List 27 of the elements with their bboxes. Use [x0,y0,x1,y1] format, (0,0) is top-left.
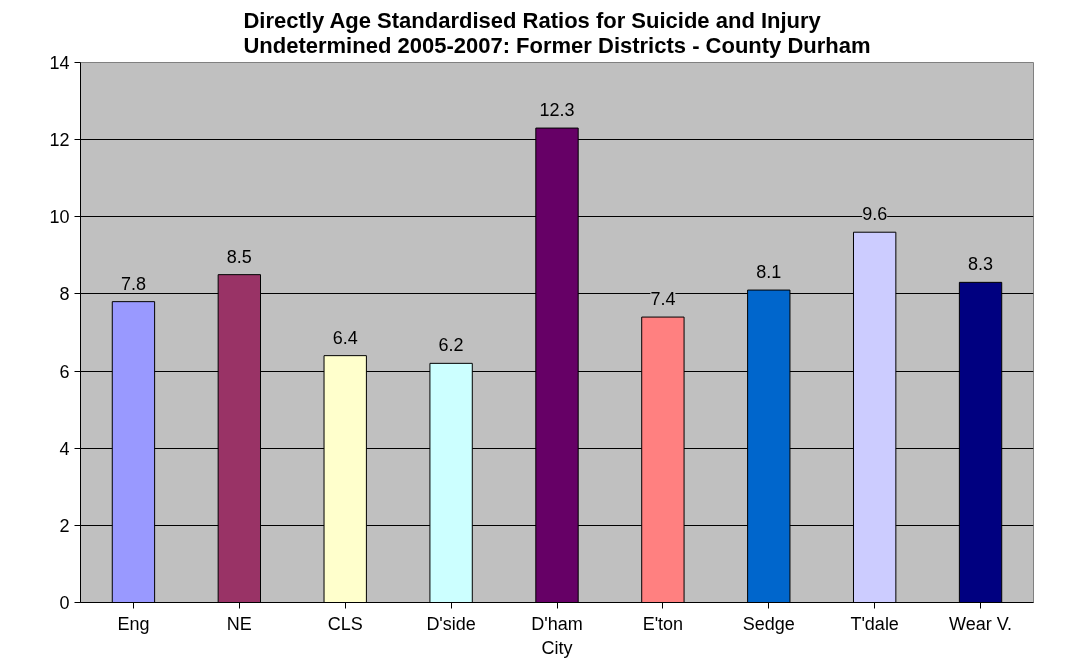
y-tick-label: 14 [49,53,70,73]
y-tick-label: 10 [49,207,70,228]
x-tick-label: Sedge [742,613,795,634]
data-label: 8.5 [226,246,252,267]
data-label: 9.6 [862,204,888,225]
data-label: 7.8 [120,273,146,294]
x-tick-label: D'side [426,613,476,634]
data-label: 12.3 [539,100,575,121]
chart-title: Directly Age Standardised Ratios for Suicide and Injury Undetermined 2005-2007: Former Districts - County Durham [243,7,871,58]
y-tick-label: 2 [59,515,70,536]
x-tick-label: E'ton [642,613,684,634]
x-tick-label: D'ham City [531,613,583,658]
y-tick-label: 12 [49,130,70,151]
x-tick-label: T'dale [850,613,899,634]
data-label: 8.1 [756,262,782,283]
x-tick-label: CLS [327,613,363,634]
y-tick-label: 6 [59,361,70,382]
x-tick-label: Eng [117,613,150,634]
x-tick-label: NE [226,613,252,634]
y-tick-label: 8 [59,284,70,305]
y-tick-label: 4 [59,438,70,459]
data-label: 8.3 [968,254,994,275]
y-tick-label: 0 [59,593,70,613]
data-label: 6.2 [438,335,464,356]
data-label: 6.4 [332,327,358,348]
data-label: 7.4 [650,289,676,310]
x-tick-label: Wear V. [949,613,1013,634]
